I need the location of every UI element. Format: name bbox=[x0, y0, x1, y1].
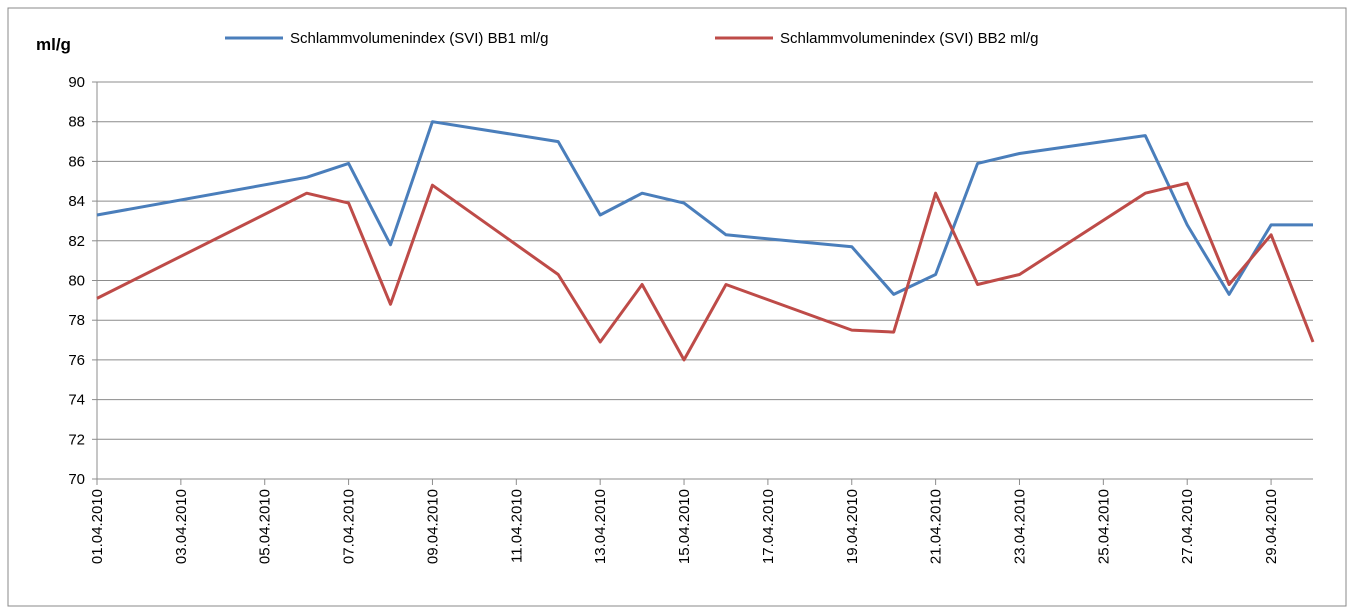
x-tick-label: 07.04.2010 bbox=[341, 489, 358, 564]
y-tick-label: 86 bbox=[68, 153, 85, 170]
x-tick-label: 19.04.2010 bbox=[844, 489, 861, 564]
x-tick-label: 17.04.2010 bbox=[760, 489, 777, 564]
y-tick-label: 82 bbox=[68, 233, 85, 250]
x-tick-label: 13.04.2010 bbox=[592, 489, 609, 564]
series-line bbox=[96, 181, 1315, 362]
y-tick-label: 88 bbox=[68, 114, 85, 131]
x-tick-label: 25.04.2010 bbox=[1095, 489, 1112, 564]
x-tick-label: 03.04.2010 bbox=[173, 489, 190, 564]
x-tick-label: 05.04.2010 bbox=[257, 489, 274, 564]
y-tick-label: 76 bbox=[68, 352, 85, 369]
chart-border bbox=[7, 7, 1347, 607]
x-tick-label: 21.04.2010 bbox=[928, 489, 945, 564]
y-axis-label: ml/g bbox=[36, 35, 71, 54]
y-tick-label: 80 bbox=[68, 273, 85, 290]
x-tick-label: 09.04.2010 bbox=[424, 489, 441, 564]
x-tick-label: 01.04.2010 bbox=[89, 489, 106, 564]
series-line bbox=[96, 120, 1313, 296]
y-tick-label: 78 bbox=[68, 312, 85, 329]
x-tick-label: 15.04.2010 bbox=[676, 489, 693, 564]
x-tick-label: 23.04.2010 bbox=[1011, 489, 1028, 564]
y-tick-label: 84 bbox=[68, 193, 85, 210]
y-tick-label: 72 bbox=[68, 431, 85, 448]
legend-label: Schlammvolumenindex (SVI) BB2 ml/g bbox=[780, 30, 1038, 47]
y-tick-label: 90 bbox=[68, 74, 85, 91]
legend-label: Schlammvolumenindex (SVI) BB1 ml/g bbox=[290, 30, 548, 47]
y-tick-label: 70 bbox=[68, 471, 85, 488]
x-tick-label: 27.04.2010 bbox=[1179, 489, 1196, 564]
y-tick-label: 74 bbox=[68, 392, 85, 409]
x-tick-label: 29.04.2010 bbox=[1263, 489, 1280, 564]
x-tick-label: 11.04.2010 bbox=[508, 489, 525, 563]
